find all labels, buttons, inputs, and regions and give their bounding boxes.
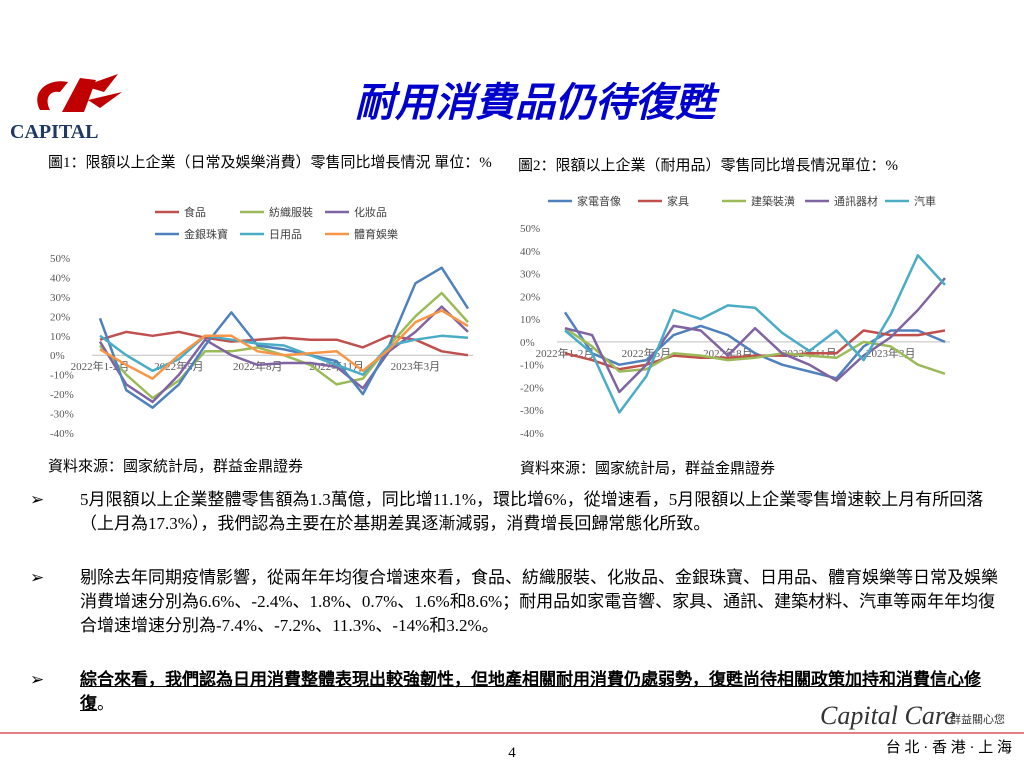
logo-text: CAPITAL (10, 121, 99, 143)
y-tick-label: -30% (50, 409, 74, 421)
series-line (99, 309, 469, 380)
chart-title: 圖2：限額以上企業（耐用品）零售同比增長情況單位：% (518, 158, 898, 174)
y-tick-label: 20% (520, 291, 540, 303)
y-tick-label: 0% (520, 337, 535, 349)
legend-label: 建築裝潢 (751, 194, 795, 208)
bullet: ➢ 5月限額以上企業整體零售額為1.3萬億，同比增11.1%，環比增6%，從增速看… (30, 488, 1010, 536)
y-tick-label: -10% (50, 370, 74, 382)
y-tick-label: -30% (520, 405, 544, 417)
legend-label: 汽車 (914, 194, 936, 208)
y-tick-label: 30% (520, 269, 540, 281)
y-tick-label: 10% (50, 331, 70, 343)
legend-label: 化妝品 (354, 205, 387, 219)
chart-source: 資料來源：國家統計局，群益金鼎證券 (520, 461, 776, 477)
bullet-emphasis: 綜合來看，我們認為日用消費整體表現出較強韌性，但地產相關耐用消費仍處弱勢，復甦尚… (80, 670, 981, 713)
logo-mark (37, 74, 122, 112)
series-line (564, 329, 946, 371)
bullet-text: 剔除去年同期疫情影響，從兩年年均復合增速來看，食品、紡織服裝、化妝品、金銀珠寶、… (80, 568, 998, 635)
legend-label: 金銀珠寶 (184, 227, 228, 241)
chart-source: 資料來源：國家統計局，群益金鼎證券 (48, 459, 304, 475)
legend-label: 通訊器材 (834, 194, 878, 208)
series-line (564, 254, 946, 414)
bullet: ➢ 剔除去年同期疫情影響，從兩年年均復合增速來看，食品、紡織服裝、化妝品、金銀珠寶… (30, 566, 1010, 638)
y-tick-label: 30% (50, 292, 70, 304)
series-line (99, 330, 469, 357)
x-tick-label: 2022年5月 (154, 359, 204, 373)
bullet-text: 5月限額以上企業整體零售額為1.3萬億，同比增11.1%，環比增6%，從增速看，… (80, 490, 984, 533)
y-tick-label: 10% (520, 314, 540, 326)
legend-label: 日用品 (269, 228, 302, 241)
bullet-tail: 。 (97, 694, 114, 713)
title: 耐用消費品仍待復甦 (355, 80, 715, 125)
series-line (98, 266, 470, 409)
legend-label: 體育娛樂 (354, 227, 398, 241)
brand: Capital Care (820, 701, 956, 730)
series-line (99, 334, 469, 376)
y-tick-label: 50% (520, 223, 540, 235)
page-number: 4 (508, 745, 516, 761)
series-line (98, 305, 469, 404)
y-tick-label: 40% (50, 272, 70, 284)
y-tick-label: -40% (520, 428, 544, 440)
y-tick-label: -40% (50, 428, 74, 440)
bullet: ➢ 綜合來看，我們認為日用消費整體表現出較強韌性，但地產相關耐用消費仍處弱勢，復甦… (30, 670, 981, 713)
series-line (564, 277, 946, 394)
offices: 台 北 · 香 港 · 上 海 (886, 739, 1012, 756)
y-tick-label: -10% (520, 360, 544, 372)
y-tick-label: -20% (50, 389, 74, 401)
y-tick-label: 20% (50, 311, 70, 323)
y-tick-label: 50% (50, 253, 70, 265)
slogan: 群益關心您 (950, 712, 1005, 726)
legend-label: 家具 (667, 194, 689, 208)
y-tick-label: -20% (520, 382, 544, 394)
x-tick-label: 2023年3月 (866, 346, 916, 360)
x-tick-label: 2023年3月 (391, 359, 441, 373)
series-line (563, 311, 946, 380)
y-tick-label: 0% (50, 350, 65, 362)
legend-label: 家電音像 (577, 194, 621, 208)
legend-label: 紡織服裝 (269, 205, 313, 219)
legend-label: 食品 (184, 205, 206, 219)
chart-title: 圖1：限額以上企業（日常及娛樂消費）零售同比增長情況 單位：% (48, 155, 492, 171)
y-tick-label: 40% (520, 246, 540, 258)
